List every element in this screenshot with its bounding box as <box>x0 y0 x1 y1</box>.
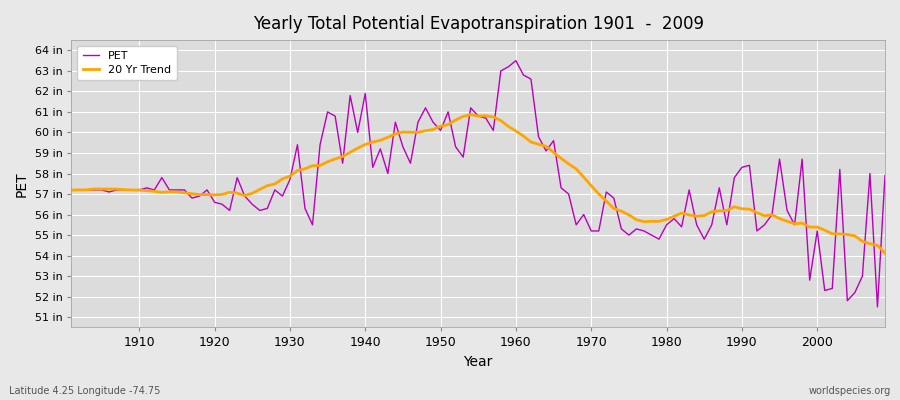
PET <box>126 188 137 192</box>
20 Yr Trend <box>518 134 529 138</box>
20 Yr Trend <box>608 206 619 211</box>
Text: Latitude 4.25 Longitude -74.75: Latitude 4.25 Longitude -74.75 <box>9 386 160 396</box>
PET <box>292 142 302 147</box>
20 Yr Trend <box>465 112 476 117</box>
Line: PET: PET <box>71 61 885 307</box>
PET <box>879 173 890 178</box>
PET <box>510 58 521 63</box>
20 Yr Trend <box>338 154 348 159</box>
20 Yr Trend <box>510 129 521 134</box>
Legend: PET, 20 Yr Trend: PET, 20 Yr Trend <box>77 46 176 80</box>
20 Yr Trend <box>66 188 77 192</box>
Line: 20 Yr Trend: 20 Yr Trend <box>71 115 885 253</box>
Y-axis label: PET: PET <box>15 171 29 196</box>
20 Yr Trend <box>292 168 302 173</box>
X-axis label: Year: Year <box>464 355 493 369</box>
PET <box>66 188 77 192</box>
PET <box>518 72 529 77</box>
PET <box>608 196 619 200</box>
PET <box>872 304 883 309</box>
Title: Yearly Total Potential Evapotranspiration 1901  -  2009: Yearly Total Potential Evapotranspiratio… <box>253 15 704 33</box>
20 Yr Trend <box>879 251 890 256</box>
PET <box>338 161 348 166</box>
Text: worldspecies.org: worldspecies.org <box>809 386 891 396</box>
PET <box>503 64 514 69</box>
20 Yr Trend <box>126 188 137 192</box>
